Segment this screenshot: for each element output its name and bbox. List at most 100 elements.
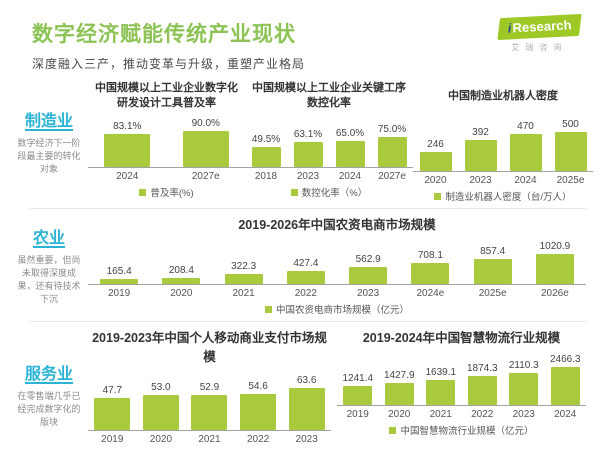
x-axis-labels: 2020 2023 2024 2025e — [413, 172, 593, 186]
legend-label: 普及率(%) — [150, 188, 194, 199]
bar-value-label: 708.1 — [417, 250, 443, 261]
section-label-services: 服务业 在零售端几乎已经完成数字化的版块 — [10, 327, 88, 449]
bar-tick-label: 2026e — [540, 288, 569, 299]
bar — [104, 134, 151, 167]
bar — [384, 383, 414, 405]
bar-column: 500 — [548, 119, 593, 171]
services-charts: 2019-2023年中国个人移动商业支付市场规模 47.7 53.0 52.9 54.… — [88, 327, 586, 449]
section-description: 数字经济下一阶段最主要的转化对象 — [17, 137, 81, 175]
bar-column: 65.0% — [329, 128, 371, 167]
bar-column: 90.0% — [167, 118, 246, 167]
section-divider — [30, 208, 586, 209]
bar-plot: 83.1% 90.0% 2024 2027e — [88, 112, 245, 182]
legend-swatch — [290, 188, 298, 196]
bar-tick-label: 2023 — [512, 409, 535, 420]
chart-robot-density: 中国制造业机器人密度 246 392 470 500 2020 2023 2024 2025e… — [413, 80, 593, 203]
legend-swatch — [389, 426, 397, 434]
bar-tick-label: 2024 — [116, 171, 139, 182]
section-description: 在零售端几乎已经完成数字化的版块 — [17, 390, 81, 428]
bar-value-label: 392 — [472, 127, 489, 138]
plot-area: 83.1% 90.0% — [88, 112, 245, 168]
x-axis-labels: 2018 2023 2024 2027e — [245, 168, 413, 182]
plot-area: 1241.4 1427.9 1639.1 1874.3 2110.3 2466.3 — [337, 348, 586, 406]
section-manufacturing: 制造业 数字经济下一阶段最主要的转化对象 中国规模以上工业企业数字化研发设计工具… — [0, 80, 600, 203]
bar-value-label: 63.6 — [296, 375, 317, 386]
bar-tick-label: 2021 — [232, 288, 255, 299]
bar-column: 1427.9 — [379, 370, 421, 405]
legend-swatch — [264, 305, 272, 313]
bar-value-label: 83.1% — [113, 121, 142, 132]
manufacturing-charts: 中国规模以上工业企业数字化研发设计工具普及率 83.1% 90.0% 2024 202… — [88, 80, 593, 203]
logo-chinese-name: 艾瑞咨询 — [511, 43, 568, 52]
bar-value-label: 47.7 — [102, 385, 123, 396]
bar-value-label: 52.9 — [199, 382, 220, 393]
bar — [473, 259, 512, 284]
bar-tick-label: 2020 — [149, 434, 173, 445]
bar-tick-label: 2022 — [246, 434, 270, 445]
bar — [335, 141, 365, 167]
bar-plot: 47.7 53.0 52.9 54.6 63.6 2019 2020 2021 2022 2023 — [88, 367, 331, 445]
bar — [293, 142, 323, 167]
bar — [182, 131, 229, 167]
bar-value-label: 49.5% — [251, 134, 281, 145]
bar-value-label: 1241.4 — [342, 373, 374, 384]
chart-title: 2019-2024年中国智慧物流行业规模 — [362, 331, 561, 345]
chart-legend: 中国农资电商市场规模（亿元） — [88, 302, 586, 316]
section-label-manufacturing: 制造业 数字经济下一阶段最主要的转化对象 — [10, 80, 88, 203]
plot-area: 49.5% 63.1% 65.0% 75.0% — [245, 112, 413, 168]
bar — [554, 132, 587, 171]
bar-value-label: 53.0 — [151, 382, 171, 393]
chart-title: 2019-2023年中国个人移动商业支付市场规模 — [92, 331, 327, 364]
plot-area: 246 392 470 500 — [413, 112, 593, 172]
bar-plot: 49.5% 63.1% 65.0% 75.0% 2018 2023 2024 2027e — [245, 112, 413, 182]
section-services: 服务业 在零售端几乎已经完成数字化的版块 2019-2023年中国个人移动商业支… — [0, 327, 600, 449]
bar — [100, 279, 139, 284]
x-axis-labels: 2019 2020 2021 2022 2023 2024e 2025e 2026e — [88, 285, 586, 299]
legend-swatch — [139, 188, 147, 196]
bar-tick-label: 2024e — [416, 288, 445, 299]
bar-tick-label: 2024 — [514, 175, 537, 186]
bar — [288, 388, 325, 430]
page-subtitle: 深度融入三产，推动变革与升级，重塑产业格局 — [32, 57, 306, 71]
bar-tick-label: 2021 — [198, 434, 221, 445]
bar-value-label: 1639.1 — [425, 367, 457, 378]
bar-tick-label: 2023 — [357, 288, 380, 299]
legend-label: 制造业机器人密度（台/万人） — [445, 192, 572, 203]
bar — [411, 263, 450, 284]
plot-area: 165.4 208.4 322.3 427.4 562.9 708.1 857.4 1020.… — [88, 235, 586, 285]
chart-mobile-payment: 2019-2023年中国个人移动商业支付市场规模 47.7 53.0 52.9 54.… — [88, 327, 331, 449]
chart-nc-rate: 中国规模以上工业企业关键工序数控化率 49.5% 63.1% 65.0% 75.0% 2… — [245, 80, 413, 203]
bar-tick-label: 2020 — [424, 175, 447, 186]
bar-value-label: 1427.9 — [383, 370, 415, 381]
bar — [467, 376, 497, 405]
bar-tick-label: 2020 — [388, 409, 411, 420]
bar-value-label: 2110.3 — [508, 360, 539, 371]
bar-value-label: 208.4 — [168, 265, 194, 276]
bar-tick-label: 2027e — [378, 171, 406, 182]
bar-value-label: 65.0% — [335, 128, 365, 139]
bar-value-label: 322.3 — [231, 261, 257, 272]
plot-area: 47.7 53.0 52.9 54.6 63.6 — [88, 367, 331, 431]
chart-legend: 中国智慧物流行业规模（亿元） — [337, 423, 586, 437]
bar-tick-label: 2022 — [294, 288, 317, 299]
bar-tick-label: 2024 — [554, 409, 577, 420]
bar-column: 1639.1 — [420, 367, 462, 405]
bar-value-label: 90.0% — [191, 118, 220, 129]
bar-value-label: 500 — [562, 119, 579, 130]
bar — [142, 395, 179, 430]
bar — [343, 386, 373, 405]
bar-plot: 165.4 208.4 322.3 427.4 562.9 708.1 857.4 1020.… — [88, 235, 586, 299]
iresearch-logo: iResearch 艾瑞咨询 — [497, 13, 582, 53]
bar-plot: 246 392 470 500 2020 2023 2024 2025e — [413, 112, 593, 186]
chart-title: 中国规模以上工业企业数字化研发设计工具普及率 — [95, 82, 238, 109]
bar-value-label: 470 — [517, 121, 534, 132]
legend-label: 数控化率（%） — [301, 188, 368, 199]
bar-column: 49.5% — [245, 134, 287, 167]
bar-value-label: 427.4 — [293, 258, 319, 269]
bar-column: 63.1% — [287, 129, 329, 167]
bar-tick-label: 2025e — [556, 175, 585, 186]
bar-value-label: 75.0% — [377, 124, 407, 135]
section-label-agriculture: 农业 虽然重要，但尚未取得深度成果，还有待技术下沉 — [10, 214, 88, 316]
bar — [535, 254, 574, 284]
